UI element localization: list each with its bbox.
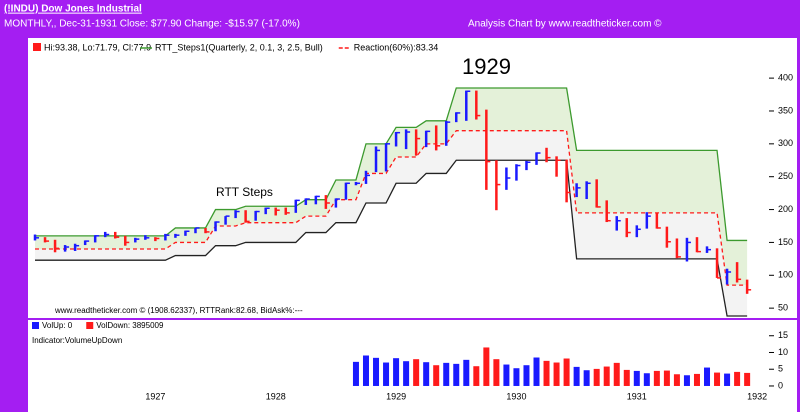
volume-bar [493, 359, 500, 386]
legend-label: Reaction(60%):83.34 [354, 42, 439, 52]
volume-bar [453, 363, 460, 386]
x-tick-label: 1932 [747, 391, 767, 401]
volume-bar [633, 370, 640, 386]
volume-bar [373, 357, 380, 386]
volume-bar [673, 374, 680, 386]
volume-bar [593, 368, 600, 386]
legend-swatch [32, 322, 39, 329]
y-tick-label: 0 [778, 380, 783, 390]
volume-bar [503, 364, 510, 386]
volume-bar [613, 362, 620, 386]
legend-label: VolDown: 3895009 [96, 321, 164, 330]
period-info: MONTHLY,, Dec-31-1931 Close: $77.90 Chan… [4, 19, 300, 30]
volume-bar [543, 360, 550, 386]
y-tick-label: 15 [778, 330, 788, 340]
volume-bar [473, 366, 480, 386]
band-area [35, 87, 748, 286]
volume-bar [393, 358, 400, 386]
volume-bar [663, 370, 670, 386]
volume-bar [643, 373, 650, 386]
volume-bar [704, 367, 711, 386]
volume-bar [352, 361, 359, 386]
volume-bar [413, 359, 420, 386]
volume-bar [423, 362, 430, 386]
y-tick-label: 300 [778, 138, 793, 148]
legend-label: Hi:93.38, Lo:71.79, Cl:77.9 [44, 42, 151, 52]
symbol-title[interactable]: (!INDU) Dow Jones Industrial [4, 4, 142, 15]
volume-bar [744, 372, 751, 386]
y-tick-label: 10 [778, 347, 788, 357]
x-tick-label: 1927 [145, 391, 165, 401]
x-tick-label: 1931 [627, 391, 647, 401]
volume-bar [653, 370, 660, 386]
volume-bar [734, 371, 741, 386]
volume-bar [724, 373, 731, 386]
y-tick-label: 50 [778, 303, 788, 313]
volume-bar [523, 365, 530, 386]
volume-bar [533, 357, 540, 386]
step-line [35, 130, 748, 286]
volume-bar [362, 355, 369, 386]
volume-bar [443, 362, 450, 386]
volume-bar [583, 370, 590, 386]
y-tick-label: 100 [778, 270, 793, 280]
volume-bar [463, 359, 470, 386]
volume-bar [433, 365, 440, 386]
legend-swatch [86, 322, 94, 329]
annotation: RTT Steps [216, 185, 273, 199]
x-tick-label: 1930 [506, 391, 526, 401]
annotation: 1929 [462, 54, 511, 79]
y-tick-label: 250 [778, 171, 793, 181]
volume-bar [683, 375, 690, 386]
volume-bar [553, 362, 560, 386]
step-line [35, 87, 748, 242]
volume-bar [623, 369, 630, 386]
volume-bar [563, 358, 570, 386]
x-tick-label: 1928 [266, 391, 286, 401]
step-line [35, 159, 748, 317]
y-tick-label: 350 [778, 105, 793, 115]
volume-bar [483, 347, 490, 386]
legend-label: VolUp: 0 [42, 321, 73, 330]
volume-bar [383, 362, 390, 386]
y-tick-label: 150 [778, 237, 793, 247]
band-area [35, 130, 748, 317]
volume-bar [693, 373, 700, 386]
volume-bar [513, 368, 520, 386]
volume-bar [603, 366, 610, 386]
y-tick-label: 400 [778, 72, 793, 82]
volume-bar [403, 361, 410, 386]
x-tick-label: 1929 [386, 391, 406, 401]
y-tick-label: 200 [778, 204, 793, 214]
legend-swatch [33, 43, 41, 51]
volume-bar [714, 372, 721, 386]
y-tick-label: 5 [778, 364, 783, 374]
credit: Analysis Chart by www.readtheticker.com … [468, 19, 662, 30]
indicator-label: Indicator:VolumeUpDown [32, 336, 122, 345]
annotation: www.readtheticker.com © (1908.62337), RT… [54, 306, 303, 315]
legend-label: RTT_Steps1(Quarterly, 2, 0.1, 3, 2.5, Bu… [155, 42, 323, 52]
price-legend: Hi:93.38, Lo:71.79, Cl:77.9 [33, 42, 151, 52]
volume-bar [573, 366, 580, 386]
